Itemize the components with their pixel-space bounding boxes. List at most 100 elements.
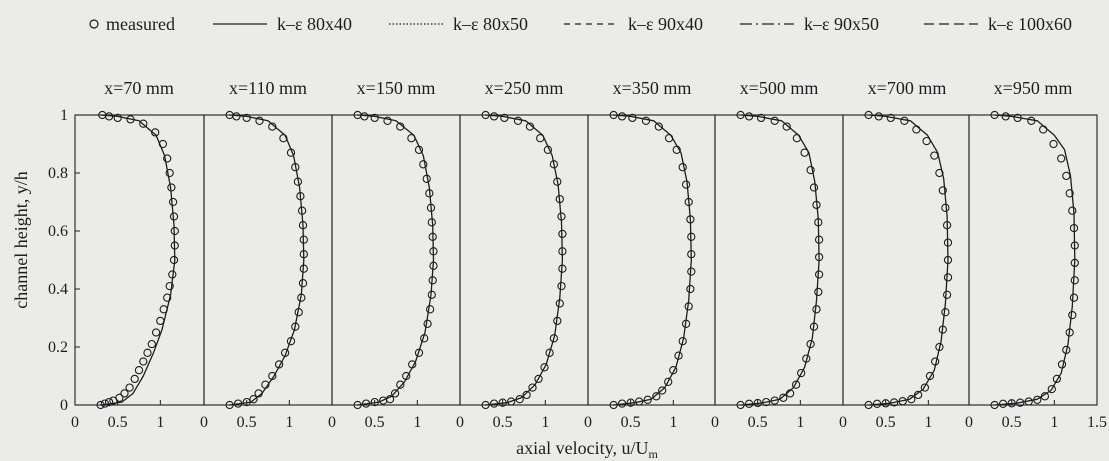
measured-point [558, 229, 567, 239]
measured-point [1065, 328, 1074, 337]
measured-point [274, 360, 284, 369]
measured-point [414, 145, 424, 154]
measured-point [681, 180, 691, 189]
measured-point [390, 389, 400, 398]
measured-point [1068, 206, 1077, 215]
measured-point [782, 122, 791, 131]
x-tick-label: 1 [285, 414, 293, 431]
measured-point [553, 316, 562, 326]
x-axis-label: axial velocity, u/Um [516, 438, 658, 461]
measured-point [528, 383, 537, 392]
measured-point [428, 276, 437, 285]
measured-point [481, 110, 490, 120]
panel: x=70 mm 0 0.5 1 [71, 78, 205, 431]
measured-point [414, 348, 424, 357]
measured-point [427, 218, 436, 227]
legend-label-ke-80x50: k–ε 80x50 [453, 14, 528, 34]
x-axis-label-main: axial velocity, u/U [516, 438, 648, 458]
panel: x=150 mm 0 0.5 1 [328, 78, 461, 431]
measured-point [814, 218, 823, 227]
measured-point [156, 316, 165, 326]
measured-point [626, 398, 635, 407]
measured-point [286, 148, 296, 157]
panels: x=70 mm0 0.5 1x=110 mm0 0.5 1x=150 mm0 0.5 1x=… [71, 78, 1107, 431]
measured-point [268, 371, 277, 381]
measured-point [170, 226, 179, 236]
measured-point [1062, 345, 1071, 355]
measured-point [423, 319, 432, 328]
measured-point [678, 337, 687, 346]
legend-label-measured: measured [106, 14, 175, 34]
measured-point [534, 374, 543, 384]
measured-point [233, 399, 243, 408]
measured-point [943, 273, 953, 282]
measured-point [522, 390, 531, 400]
x-tick-label: 0.5 [237, 414, 257, 431]
measured-point [942, 221, 952, 230]
measured-point [1039, 125, 1048, 134]
measured-point [1024, 397, 1033, 406]
x-tick-label: 0.5 [493, 414, 513, 431]
measured-point [298, 279, 308, 288]
measured-point [163, 293, 172, 302]
measured-point [617, 399, 627, 408]
measured-point [779, 393, 788, 402]
measured-point [941, 203, 950, 212]
measured-point [557, 212, 566, 221]
measured-point [762, 397, 771, 407]
measured-point [489, 399, 499, 408]
x-tick-label: 1 [156, 414, 164, 431]
measured-point [806, 165, 815, 175]
measured-point [938, 325, 947, 334]
measured-point [425, 305, 435, 314]
measured-point [1052, 374, 1062, 384]
measured-point [408, 360, 417, 369]
measured-point [147, 339, 156, 349]
y-tick-label: 0.4 [48, 281, 68, 298]
measured-point [664, 377, 673, 386]
measured-point [254, 389, 263, 398]
measured-point [941, 308, 950, 317]
measured-point [617, 112, 627, 121]
panel: x=110 mm 0 0.5 1 [200, 78, 333, 431]
measured-point [115, 393, 124, 402]
measured-point [396, 380, 405, 389]
panel: x=700 mm 0 0.5 1 [839, 78, 970, 431]
measured-point [549, 160, 559, 169]
measured-point [249, 395, 258, 404]
measured-point [643, 395, 652, 404]
measured-point [286, 337, 296, 346]
panel-title: x=70 mm [104, 78, 174, 98]
measured-point [791, 380, 801, 389]
measured-point [151, 128, 160, 137]
x-tick-label: 1 [796, 414, 804, 431]
legend-item-ke-100x60: k–ε 100x60 [924, 14, 1072, 34]
x-tick-label: 0 [456, 414, 464, 431]
measured-point [125, 383, 134, 392]
measured-point [113, 113, 122, 123]
panel-title: x=500 mm [740, 78, 819, 98]
measured-point [684, 197, 693, 207]
measured-point [120, 389, 129, 398]
measured-point [938, 186, 947, 195]
y-tick-label: 1 [60, 107, 68, 124]
measured-point [420, 334, 429, 343]
measured-point [736, 400, 745, 410]
measured-point [370, 397, 379, 407]
measured-point [558, 247, 567, 256]
legend-marker-measured [89, 19, 99, 29]
x-tick-label: 0.5 [876, 414, 896, 431]
measured-point [555, 299, 564, 308]
measured-point [429, 247, 438, 256]
y-axis-label: channel height, y/h [11, 171, 31, 308]
measured-point [297, 293, 306, 302]
measured-point [920, 383, 930, 392]
legend: measured k–ε 80x40 k–ε 80x50 k–ε 90x40 k… [89, 14, 1072, 34]
measured-point [426, 203, 436, 212]
measured-point [299, 235, 308, 244]
measured-point [98, 110, 107, 120]
measured-point [165, 281, 174, 291]
measured-point [279, 134, 288, 143]
measured-point [654, 122, 663, 131]
measured-point [1070, 258, 1079, 268]
